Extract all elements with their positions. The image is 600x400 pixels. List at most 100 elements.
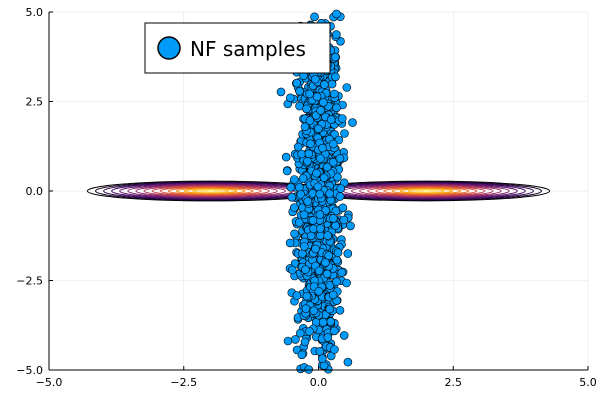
data-point — [326, 115, 336, 124]
data-point — [306, 139, 315, 148]
data-point — [327, 79, 337, 89]
data-point — [300, 122, 310, 132]
data-point — [289, 203, 299, 212]
y-tick-label: −5.0 — [16, 364, 43, 377]
data-point — [343, 357, 353, 367]
data-point — [323, 231, 333, 240]
data-point — [302, 291, 312, 301]
data-point — [298, 174, 308, 183]
data-point — [296, 190, 306, 199]
data-point — [301, 304, 311, 314]
data-point — [329, 326, 339, 336]
data-point — [302, 104, 311, 114]
data-point — [325, 189, 335, 198]
data-point — [314, 286, 324, 296]
data-point — [333, 172, 342, 182]
data-point — [340, 129, 349, 138]
data-point — [310, 12, 319, 22]
data-point — [316, 106, 325, 115]
data-point — [303, 197, 313, 206]
data-point — [305, 116, 315, 125]
y-tick-label: 0.0 — [26, 185, 44, 198]
data-point — [337, 114, 347, 123]
y-tick-label: 2.5 — [26, 96, 44, 109]
axes — [48, 11, 589, 371]
data-point — [297, 149, 306, 159]
data-point — [325, 304, 335, 314]
data-point — [325, 281, 335, 290]
data-point — [303, 157, 312, 166]
data-point — [332, 277, 341, 287]
contour-level — [367, 185, 486, 197]
tick-labels: −5.0 −2.5 0.0 2.5 5.0 −5.0 −2.5 0.0 2.5 5.0 — [16, 6, 596, 389]
data-point — [304, 149, 314, 159]
data-point — [318, 317, 328, 327]
data-point — [312, 92, 322, 101]
data-point — [332, 255, 342, 265]
contour-level — [423, 190, 429, 192]
data-point — [285, 238, 295, 248]
data-point — [311, 244, 320, 254]
data-point — [328, 157, 338, 167]
data-point — [281, 152, 291, 162]
data-point — [321, 206, 331, 215]
data-point — [293, 142, 303, 152]
x-tick-label: 5.0 — [579, 376, 597, 389]
data-point — [299, 242, 309, 251]
contour-level — [407, 189, 445, 193]
data-point — [343, 249, 353, 258]
contour-level — [175, 187, 246, 195]
data-point — [287, 193, 297, 202]
data-point — [295, 183, 304, 192]
data-point — [342, 83, 352, 92]
data-point — [321, 258, 330, 267]
data-point — [330, 52, 340, 62]
data-point — [300, 337, 310, 347]
data-point — [309, 306, 319, 316]
data-point — [346, 221, 355, 231]
data-point — [336, 184, 346, 193]
data-point — [315, 347, 325, 356]
data-point — [324, 251, 334, 260]
nf-samples-series — [276, 9, 357, 374]
data-point — [329, 89, 339, 99]
data-point — [332, 30, 341, 39]
data-point — [316, 154, 325, 163]
contour-level — [383, 187, 470, 195]
contour-level — [391, 187, 462, 195]
contour-level — [151, 185, 270, 197]
legend-label: NF samples — [190, 37, 306, 61]
data-point — [310, 74, 320, 84]
data-point — [339, 215, 349, 225]
contour-level — [167, 187, 254, 195]
data-point — [323, 333, 333, 342]
data-point — [295, 328, 305, 338]
data-point — [314, 266, 324, 276]
data-point — [315, 224, 325, 233]
contour-level — [183, 188, 238, 194]
y-tick-label: 5.0 — [26, 6, 44, 19]
data-point — [328, 214, 338, 223]
data-point — [338, 203, 348, 213]
data-point — [290, 229, 299, 239]
data-point — [319, 173, 329, 182]
data-point — [337, 268, 347, 277]
data-point — [308, 216, 318, 225]
data-point — [332, 9, 341, 19]
data-point — [339, 331, 349, 340]
data-point — [291, 335, 300, 344]
contour-level — [375, 186, 478, 196]
contour-level — [192, 189, 230, 193]
data-point — [312, 168, 321, 178]
data-point — [322, 269, 332, 279]
x-tick-label: 0.0 — [310, 376, 328, 389]
y-tick-label: −2.5 — [16, 275, 43, 288]
data-point — [322, 162, 332, 172]
data-point — [331, 72, 340, 82]
data-point — [286, 183, 296, 192]
contour-level — [399, 188, 454, 194]
x-tick-label: 2.5 — [445, 376, 463, 389]
contour-level — [135, 184, 286, 198]
data-point — [342, 278, 351, 288]
data-point — [333, 248, 343, 257]
